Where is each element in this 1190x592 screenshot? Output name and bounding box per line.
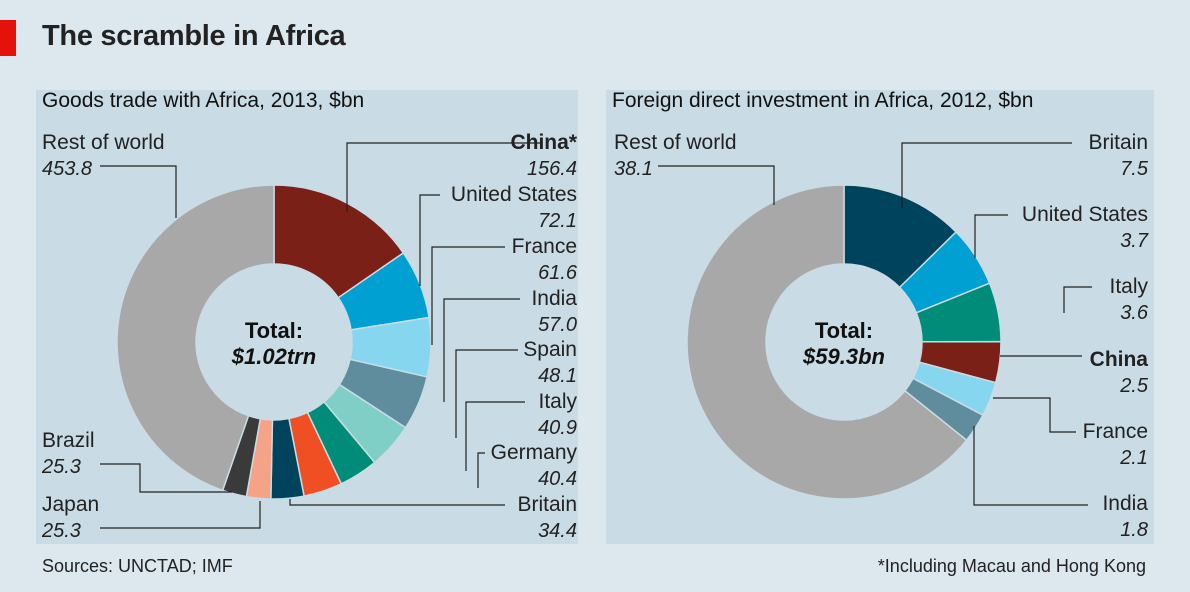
value-0-germany: 40.4 (538, 468, 577, 490)
value-1-italy: 3.6 (1120, 302, 1149, 324)
label-0-france: France (512, 235, 577, 258)
label-0-rest-of-world: Rest of world (42, 131, 165, 154)
leader-0-japan (100, 501, 261, 529)
value-0-spain: 48.1 (538, 365, 577, 387)
center-value-1: $59.3bn (802, 344, 885, 369)
leader-1-united-states (974, 214, 1008, 258)
label-0-italy: Italy (538, 390, 577, 413)
leader-0-germany (477, 452, 485, 488)
label-0-china: China* (510, 131, 577, 154)
value-1-britain: 7.5 (1120, 158, 1149, 180)
center-label-1: Total: (815, 318, 873, 343)
value-1-india: 1.8 (1120, 519, 1148, 541)
value-0-india: 57.0 (538, 314, 577, 336)
leader-1-rest-of-world (658, 165, 775, 205)
leader-0-britain (289, 499, 505, 506)
label-0-spain: Spain (523, 338, 577, 361)
value-0-italy: 40.9 (538, 417, 577, 439)
label-0-india: India (531, 287, 577, 310)
value-0-united-states: 72.1 (538, 210, 577, 232)
value-0-rest-of-world: 453.8 (42, 158, 92, 180)
leader-0-india (443, 298, 520, 402)
leader-0-china (346, 142, 540, 212)
value-1-china: 2.5 (1119, 375, 1149, 397)
leader-0-france (431, 246, 505, 345)
label-0-japan: Japan (42, 493, 99, 516)
label-1-china: China (1090, 348, 1149, 371)
footnote: *Including Macau and Hong Kong (877, 556, 1146, 576)
leader-0-italy (465, 401, 525, 471)
label-1-united-states: United States (1022, 203, 1148, 226)
leader-0-spain (455, 349, 518, 438)
value-0-japan: 25.3 (41, 520, 81, 542)
value-1-france: 2.1 (1119, 447, 1148, 469)
leader-1-italy (1063, 286, 1092, 313)
value-1-united-states: 3.7 (1120, 230, 1149, 252)
leader-1-india (973, 426, 1088, 506)
center-value-0: $1.02trn (231, 344, 316, 369)
label-1-rest-of-world: Rest of world (614, 131, 737, 154)
leader-0-brazil (100, 463, 232, 493)
label-1-india: India (1102, 492, 1148, 515)
label-0-germany: Germany (491, 441, 578, 464)
donut-hole-0 (196, 264, 352, 420)
value-0-brazil: 25.3 (41, 456, 81, 478)
value-1-rest-of-world: 38.1 (614, 158, 653, 180)
label-0-united-states: United States (451, 183, 577, 206)
brand-accent-bar (0, 20, 16, 56)
label-1-britain: Britain (1088, 131, 1148, 154)
goods-trade-title: Goods trade with Africa, 2013, $bn (42, 89, 365, 112)
fdi-title: Foreign direct investment in Africa, 201… (612, 89, 1034, 112)
label-1-italy: Italy (1109, 275, 1148, 298)
donut-hole-1 (766, 264, 922, 420)
leader-1-britain (901, 142, 1072, 208)
label-0-britain: Britain (517, 493, 577, 516)
center-label-0: Total: (245, 318, 303, 343)
value-0-france: 61.6 (538, 262, 578, 284)
value-0-britain: 34.4 (538, 520, 577, 542)
label-0-brazil: Brazil (42, 429, 95, 452)
chart-title: The scramble in Africa (42, 20, 346, 52)
label-1-france: France (1083, 420, 1148, 443)
leader-0-united-states (419, 194, 440, 286)
leader-1-france (993, 397, 1076, 433)
value-0-china: 156.4 (527, 158, 577, 180)
source-note: Sources: UNCTAD; IMF (42, 556, 233, 576)
leader-0-rest-of-world (100, 165, 177, 218)
